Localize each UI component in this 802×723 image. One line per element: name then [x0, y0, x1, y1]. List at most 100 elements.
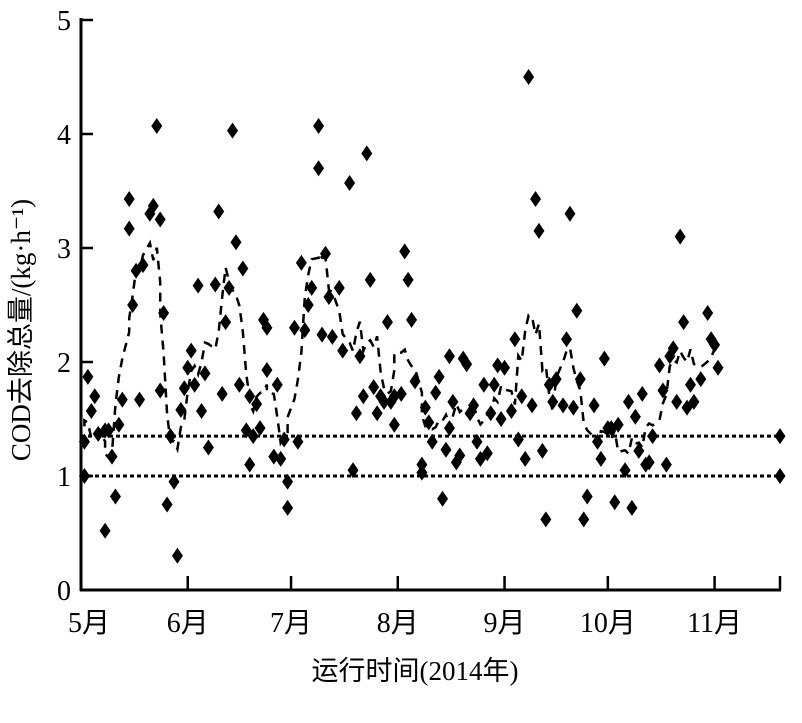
data-point: [612, 416, 624, 433]
data-point: [774, 428, 786, 445]
data-point: [302, 297, 314, 313]
data-point: [223, 279, 235, 296]
y-tick-label: 3: [57, 234, 71, 265]
trend-line-layer: [83, 239, 720, 460]
data-point: [171, 547, 183, 564]
data-point: [709, 336, 721, 353]
data-point: [89, 388, 101, 405]
data-point: [175, 401, 187, 418]
data-point: [116, 391, 128, 408]
data-point: [712, 359, 724, 376]
x-tick-label: 6月: [167, 608, 209, 639]
data-point: [440, 441, 452, 458]
data-point: [671, 393, 683, 410]
data-point: [299, 322, 311, 339]
data-point: [381, 314, 393, 331]
data-point: [622, 393, 634, 410]
data-points: [78, 69, 786, 564]
data-point: [695, 371, 707, 388]
data-point: [165, 428, 177, 445]
data-point: [523, 69, 535, 85]
x-tick-label: 5月: [68, 608, 110, 639]
y-tick-label: 0: [57, 576, 71, 607]
data-point: [137, 257, 149, 274]
data-point: [667, 340, 679, 357]
data-point: [426, 433, 438, 450]
data-point: [230, 234, 242, 251]
data-point: [288, 319, 300, 336]
data-point: [406, 311, 418, 328]
x-tick-label: 7月: [270, 608, 312, 639]
data-point: [581, 488, 593, 505]
data-point: [82, 368, 94, 385]
data-point: [196, 403, 208, 420]
data-point: [99, 522, 111, 539]
y-tick-label: 4: [57, 120, 71, 151]
data-point: [567, 399, 579, 416]
data-point: [350, 405, 362, 422]
data-point: [626, 499, 638, 516]
y-axis-title: COD去除总量/(kg·h⁻¹): [6, 199, 36, 461]
data-point: [519, 450, 531, 467]
x-tick-label: 11月: [687, 608, 742, 639]
data-point: [629, 408, 641, 425]
data-point: [433, 368, 445, 385]
data-point: [189, 376, 201, 393]
data-point: [653, 357, 665, 374]
data-point: [633, 442, 645, 459]
data-point: [774, 468, 786, 484]
axes: 0 1 2 3 4 5 5月 6月 7月 8月 9月 10月 11月: [57, 6, 782, 639]
data-point: [509, 331, 521, 348]
data-point: [609, 494, 621, 511]
data-point: [282, 499, 294, 516]
data-point: [416, 456, 428, 473]
data-point: [123, 190, 135, 207]
data-point: [220, 314, 232, 331]
data-point: [185, 342, 197, 359]
x-tick-label: 8月: [377, 608, 419, 639]
data-point: [313, 160, 325, 177]
data-point: [192, 277, 204, 294]
data-point: [209, 276, 221, 293]
data-point: [578, 511, 590, 528]
data-point: [561, 331, 573, 348]
data-point: [481, 445, 493, 462]
data-point: [495, 411, 507, 427]
data-point: [123, 220, 135, 237]
data-point: [547, 393, 559, 410]
data-point: [409, 373, 421, 390]
data-point: [471, 433, 483, 450]
data-point: [536, 442, 548, 459]
data-point: [216, 385, 228, 402]
data-point: [378, 393, 390, 410]
data-point: [702, 304, 714, 321]
data-point: [168, 473, 180, 490]
data-point: [154, 211, 166, 228]
data-point: [643, 454, 655, 471]
data-point: [505, 403, 517, 420]
data-point: [227, 122, 239, 139]
data-point: [512, 431, 524, 448]
data-point: [371, 405, 383, 422]
data-point: [202, 439, 214, 456]
data-point: [368, 379, 380, 396]
data-point: [485, 405, 497, 422]
data-point: [530, 190, 542, 207]
trend-line: [83, 239, 720, 460]
data-point: [454, 447, 466, 464]
data-point: [319, 245, 331, 262]
data-point: [295, 254, 307, 271]
data-point: [443, 348, 455, 365]
data-point: [109, 488, 121, 505]
data-point: [447, 393, 459, 410]
data-point: [647, 428, 659, 445]
data-point: [540, 511, 552, 528]
data-point: [354, 348, 366, 365]
data-point: [158, 304, 170, 321]
data-point: [313, 118, 325, 135]
data-point: [423, 414, 435, 431]
data-point: [592, 433, 604, 450]
data-point: [127, 297, 139, 313]
data-point: [261, 319, 273, 336]
data-point: [251, 396, 263, 413]
